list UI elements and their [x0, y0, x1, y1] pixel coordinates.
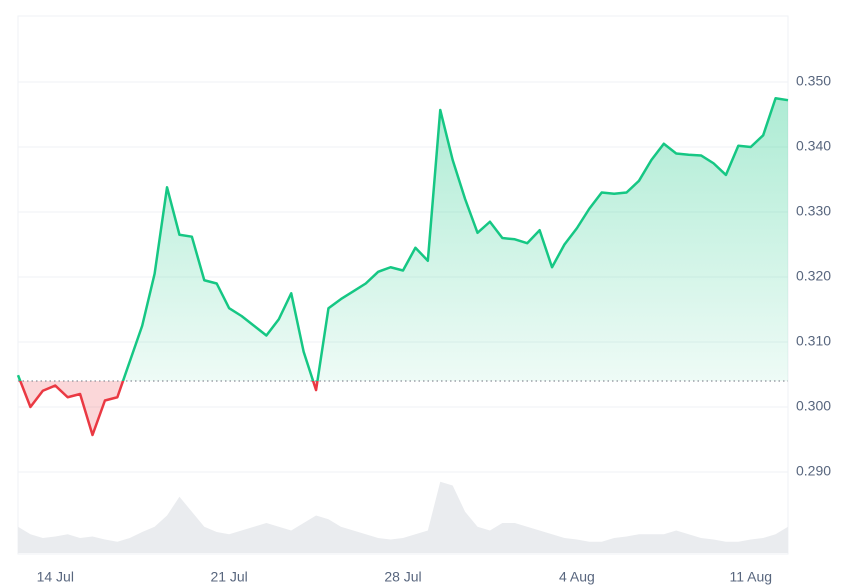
y-tick-label: 0.320	[796, 268, 831, 284]
x-tick-label: 14 Jul	[37, 569, 74, 585]
x-tick-label: 21 Jul	[210, 569, 247, 585]
x-tick-label: 11 Aug	[729, 569, 772, 585]
y-tick-label: 0.300	[796, 398, 831, 414]
area-up	[18, 98, 788, 381]
x-tick-label: 28 Jul	[384, 569, 421, 585]
y-tick-label: 0.310	[796, 333, 831, 349]
y-tick-label: 0.350	[796, 73, 831, 89]
y-tick-label: 0.330	[796, 203, 831, 219]
y-tick-label: 0.340	[796, 138, 831, 154]
x-tick-label: 4 Aug	[559, 569, 595, 585]
price-line-up	[16, 97, 789, 381]
y-tick-label: 0.290	[796, 463, 831, 479]
volume-area	[18, 481, 788, 553]
area-down	[18, 381, 788, 435]
